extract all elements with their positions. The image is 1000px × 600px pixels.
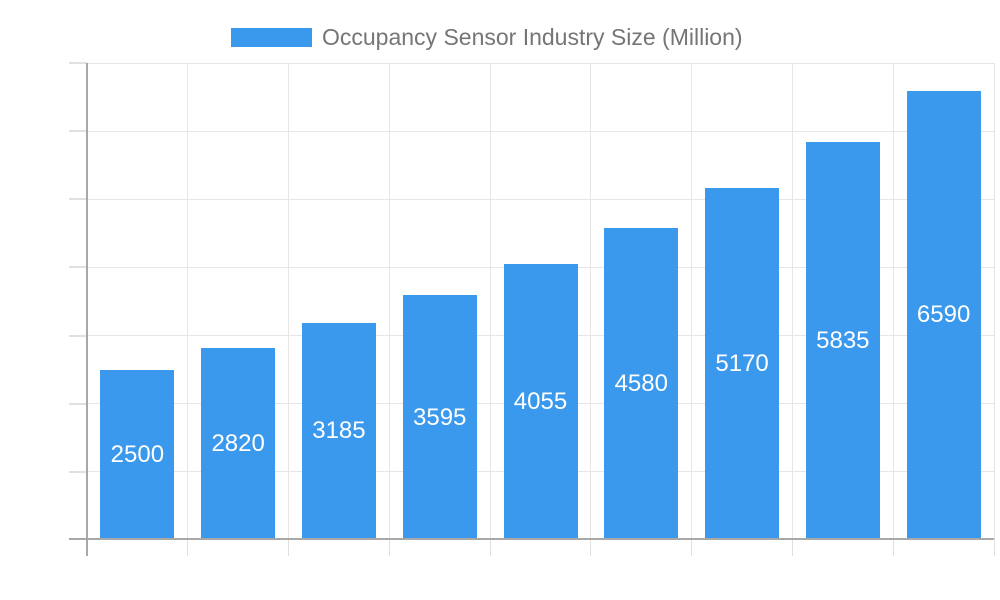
y-axis-label <box>0 184 67 214</box>
x-gridline <box>388 63 390 540</box>
y-axis-label <box>0 252 67 282</box>
x-baseline <box>69 538 994 540</box>
x-gridline <box>791 63 793 540</box>
y-axis-label <box>0 48 67 78</box>
x-axis-tick <box>691 540 693 556</box>
x-axis-tick <box>388 540 390 556</box>
bar-value-label: 2500 <box>110 440 165 468</box>
bar[interactable]: 3185 <box>301 322 376 540</box>
x-axis-label <box>793 558 893 588</box>
bar[interactable]: 2820 <box>201 347 276 540</box>
x-axis-tick <box>892 540 894 556</box>
plot-area: 2500 2820 3185 3595 4055 4580 5170 5835 6590 <box>69 62 995 556</box>
bar[interactable]: 2500 <box>100 369 175 540</box>
x-gridline <box>187 63 189 540</box>
bar[interactable]: 4055 <box>503 263 578 540</box>
y-axis-line <box>86 63 88 556</box>
y-axis-label <box>0 389 67 419</box>
x-gridline <box>489 63 491 540</box>
y-axis-tick <box>69 198 87 201</box>
y-axis-tick <box>69 130 87 133</box>
y-axis-tick <box>69 402 87 405</box>
bar-value-label: 4580 <box>614 369 668 397</box>
x-gridline <box>691 63 693 540</box>
bar[interactable]: 5170 <box>705 187 780 540</box>
bar[interactable]: 3595 <box>402 295 477 540</box>
chart-legend[interactable]: Occupancy Sensor Industry Size (Million) <box>231 24 743 51</box>
y-axis-tick <box>69 334 87 337</box>
y-gridline <box>87 198 994 200</box>
x-axis-tick <box>993 540 995 556</box>
y-axis-label <box>0 321 67 351</box>
legend-swatch <box>231 28 312 47</box>
y-axis-tick <box>69 62 87 64</box>
x-gridline <box>288 63 290 540</box>
x-axis-label <box>87 558 187 588</box>
x-axis-label <box>894 558 994 588</box>
bar-value-label: 3595 <box>413 403 467 431</box>
bar-value-label: 4055 <box>513 387 568 415</box>
y-gridline <box>87 130 994 132</box>
y-axis-label <box>0 116 67 146</box>
x-axis-tick <box>590 540 592 556</box>
bar-value-label: 3185 <box>312 417 366 445</box>
x-axis-label <box>591 558 691 588</box>
bar-value-label: 5170 <box>715 349 769 377</box>
bar[interactable]: 4580 <box>604 227 679 540</box>
y-axis-label <box>0 457 67 487</box>
y-axis-tick <box>69 266 87 269</box>
bar-value-label: 6590 <box>916 301 971 329</box>
x-axis-tick <box>187 540 189 556</box>
x-axis-tick <box>791 540 793 556</box>
bar[interactable]: 6590 <box>906 90 981 540</box>
x-axis-tick <box>489 540 491 556</box>
bar-value-label: 5835 <box>816 327 870 355</box>
x-axis-label <box>692 558 792 588</box>
x-axis-label <box>390 558 490 588</box>
bar-value-label: 2820 <box>211 429 265 457</box>
x-axis-label <box>289 558 389 588</box>
x-gridline <box>993 63 995 540</box>
y-gridline <box>87 62 994 64</box>
bar[interactable]: 5835 <box>805 142 880 540</box>
x-gridline <box>590 63 592 540</box>
x-gridline <box>892 63 894 540</box>
legend-label: Occupancy Sensor Industry Size (Million) <box>322 24 743 50</box>
x-axis-label <box>491 558 591 588</box>
x-axis-tick <box>288 540 290 556</box>
y-axis-tick <box>69 470 87 473</box>
y-axis-label <box>0 525 67 555</box>
x-axis-label <box>188 558 288 588</box>
